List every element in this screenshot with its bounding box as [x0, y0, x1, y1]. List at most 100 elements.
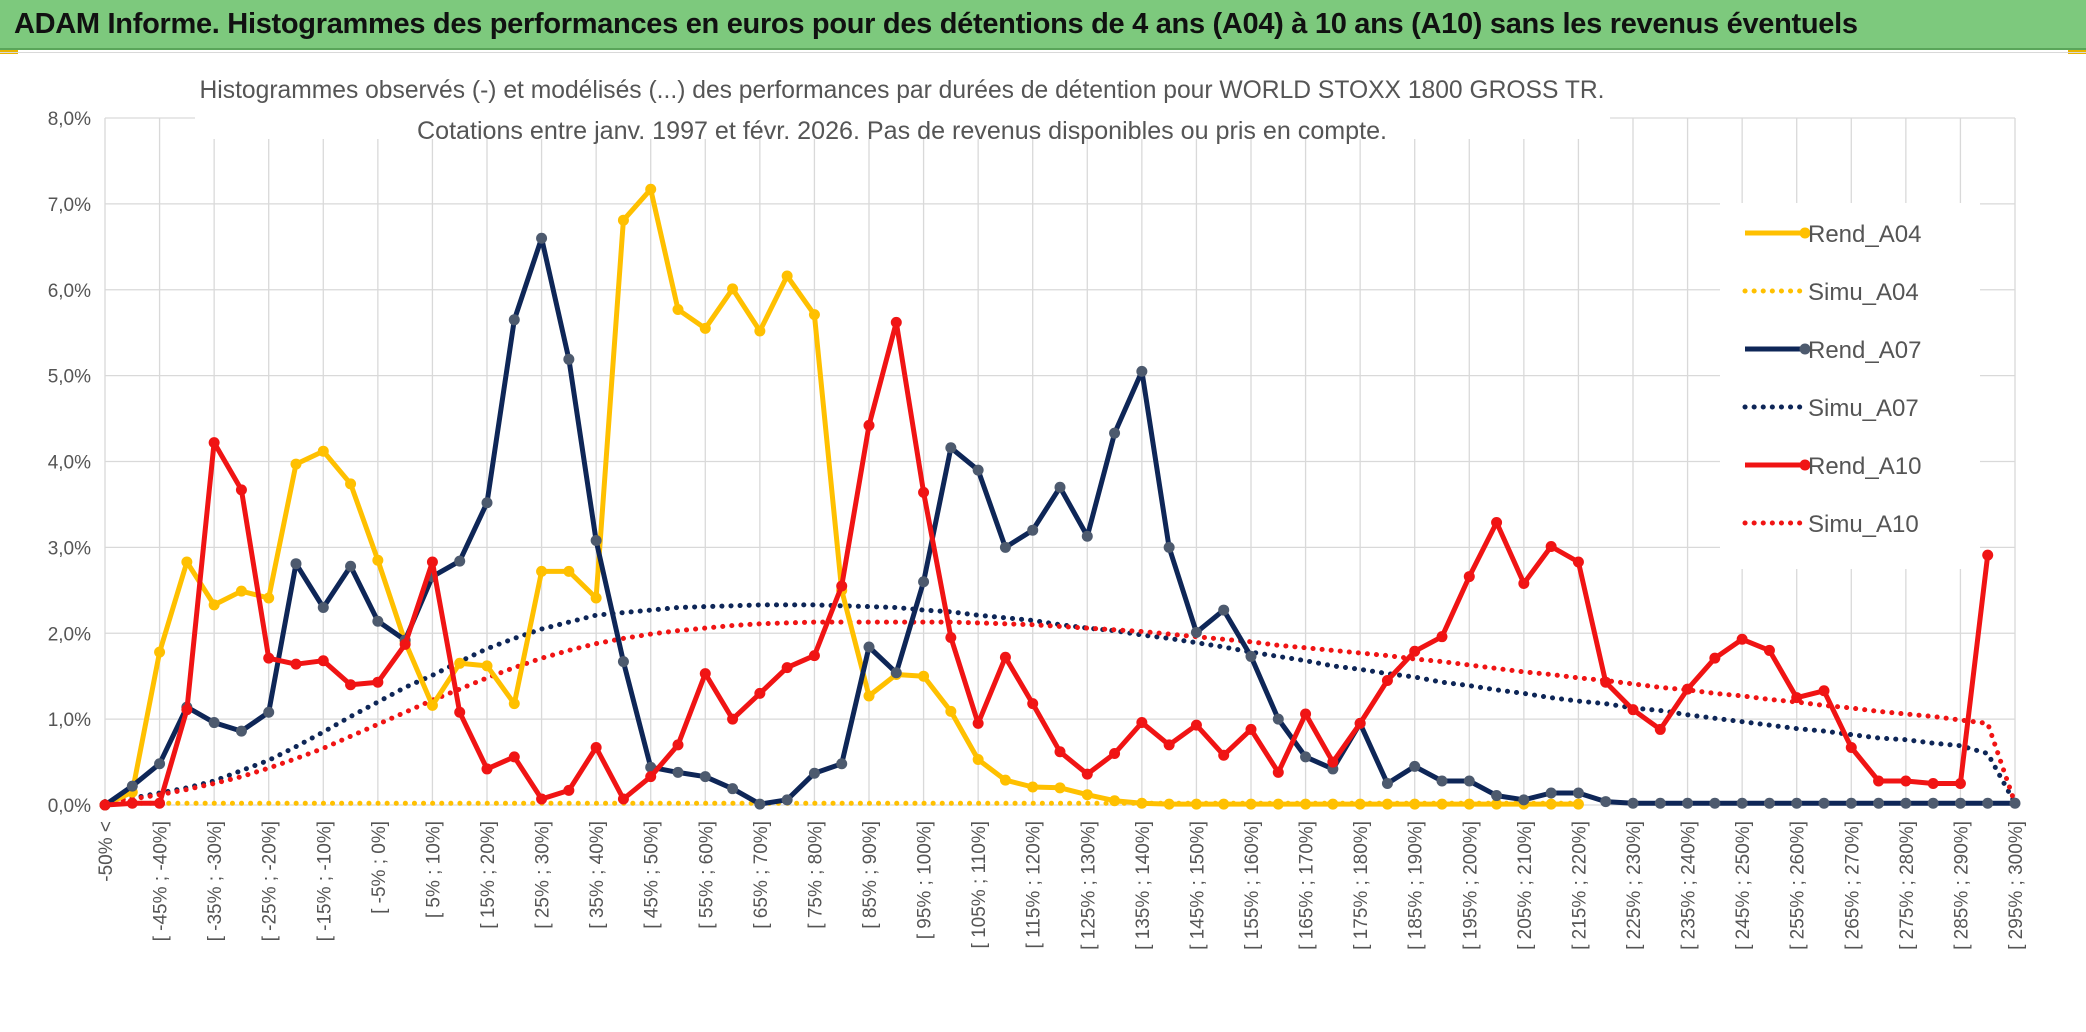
data-point-rend-a10	[345, 679, 357, 691]
data-point-rend-a10	[590, 741, 602, 753]
series-line-simu-a07	[102, 602, 2018, 806]
x-tick-label: [ -5% ; 0%]	[369, 821, 390, 914]
legend-label-rend-a10: Rend_A10	[1808, 453, 1921, 480]
data-point-rend-a07	[1791, 797, 1803, 809]
data-point-rend-a04	[1027, 781, 1039, 793]
legend-label-simu-a07: Simu_A07	[1808, 395, 1919, 422]
y-tick-label: 1,0%	[48, 710, 91, 731]
data-point-rend-a04	[536, 565, 548, 577]
y-tick-label: 5,0%	[48, 367, 91, 388]
x-tick-label: [ 115% ; 120%]	[1024, 821, 1045, 948]
x-tick-label: [ 135% ; 140%]	[1133, 821, 1154, 950]
y-tick-label: 3,0%	[48, 538, 91, 559]
data-point-rend-a07	[1027, 524, 1039, 536]
data-point-rend-a07	[808, 767, 820, 779]
data-point-rend-a07	[1709, 797, 1721, 809]
chart-area: 0,0% 1,0% 2,0% 3,0% 4,0% 5,0% 6,0% 7,0% 8,0% Hist…	[0, 52, 2086, 1032]
data-point-rend-a10	[1873, 775, 1885, 787]
data-point-rend-a07	[1190, 626, 1202, 638]
data-point-rend-a10	[317, 655, 329, 667]
data-point-rend-a04	[1409, 798, 1421, 810]
data-point-rend-a10	[781, 662, 793, 674]
data-point-rend-a04	[808, 309, 820, 321]
data-point-rend-a10	[126, 797, 138, 809]
x-tick-label: [ 145% ; 150%]	[1187, 821, 1208, 950]
data-point-rend-a10	[399, 638, 411, 650]
x-tick-label: [ 125% ; 130%]	[1078, 821, 1099, 950]
line-chart: 0,0% 1,0% 2,0% 3,0% 4,0% 5,0% 6,0% 7,0% 8,0% Hist…	[48, 61, 2027, 950]
data-point-rend-a04	[1545, 798, 1557, 810]
x-tick-label: [ 175% ; 180%]	[1351, 821, 1372, 950]
data-point-rend-a10	[645, 771, 657, 783]
data-point-rend-a07	[945, 442, 957, 454]
data-point-rend-a10	[1709, 652, 1721, 664]
data-point-rend-a10	[563, 784, 575, 796]
x-tick-label: [ 5% ; 10%]	[423, 821, 444, 918]
x-tick-label: [ 75% ; 80%]	[805, 821, 826, 929]
x-tick-label: [ 265% ; 270%]	[1842, 821, 1863, 950]
data-point-rend-a04	[481, 660, 493, 672]
data-point-rend-a07	[508, 314, 520, 326]
data-point-rend-a04	[1163, 798, 1175, 810]
data-point-rend-a07	[536, 232, 548, 244]
data-point-rend-a07	[1409, 760, 1421, 772]
legend-marker-rend-a10	[1799, 459, 1811, 471]
data-point-rend-a10	[1518, 577, 1530, 589]
data-point-rend-a07	[972, 464, 984, 476]
data-point-rend-a07	[1245, 650, 1257, 662]
data-point-rend-a04	[1109, 795, 1121, 807]
x-tick-label: [ 95% ; 100%]	[915, 821, 936, 939]
data-point-rend-a07	[1873, 797, 1885, 809]
data-point-rend-a07	[1982, 797, 1994, 809]
data-point-rend-a10	[808, 650, 820, 662]
data-point-rend-a10	[699, 668, 711, 680]
data-point-rend-a10	[1354, 717, 1366, 729]
data-point-rend-a07	[372, 615, 384, 627]
x-tick-label: [ 15% ; 20%]	[478, 821, 499, 929]
data-point-rend-a10	[454, 706, 466, 718]
data-point-rend-a04	[317, 445, 329, 457]
legend-label-rend-a07: Rend_A07	[1808, 337, 1921, 364]
data-point-rend-a04	[699, 322, 711, 334]
data-point-rend-a07	[781, 794, 793, 806]
data-point-rend-a10	[617, 793, 629, 805]
y-tick-label: 8,0%	[48, 109, 91, 130]
data-point-rend-a10	[1136, 717, 1148, 729]
data-point-rend-a10	[536, 793, 548, 805]
data-point-rend-a10	[1627, 704, 1639, 716]
data-point-rend-a07	[481, 497, 493, 509]
data-point-rend-a07	[1763, 797, 1775, 809]
data-point-rend-a10	[1436, 631, 1448, 643]
data-point-rend-a07	[1491, 790, 1503, 802]
data-point-rend-a10	[508, 751, 520, 763]
x-tick-label: [ 155% ; 160%]	[1242, 821, 1263, 950]
data-point-rend-a07	[699, 771, 711, 783]
data-point-rend-a07	[1627, 797, 1639, 809]
chart-subtitle: Cotations entre janv. 1997 et févr. 2026…	[417, 117, 1387, 145]
data-point-rend-a07	[890, 667, 902, 679]
x-tick-label: [ 205% ; 210%]	[1515, 821, 1536, 950]
data-point-rend-a10	[1245, 723, 1257, 735]
legend-label-simu-a10: Simu_A10	[1808, 511, 1919, 538]
data-point-rend-a10	[1572, 556, 1584, 568]
data-point-rend-a10	[890, 316, 902, 328]
x-tick-label: [ 275% ; 280%]	[1897, 821, 1918, 950]
data-point-rend-a10	[1463, 571, 1475, 583]
data-point-rend-a07	[208, 717, 220, 729]
data-point-rend-a04	[1491, 798, 1503, 810]
data-point-rend-a04	[727, 283, 739, 295]
data-point-rend-a07	[1218, 604, 1230, 616]
data-point-rend-a04	[454, 657, 466, 669]
data-point-rend-a04	[208, 599, 220, 611]
data-point-rend-a10	[1600, 676, 1612, 688]
data-point-rend-a10	[208, 437, 220, 449]
data-point-rend-a04	[754, 325, 766, 337]
x-tick-label: [ 235% ; 240%]	[1679, 821, 1700, 950]
data-point-rend-a04	[1300, 798, 1312, 810]
data-point-rend-a07	[1381, 778, 1393, 790]
data-point-rend-a10	[918, 486, 930, 498]
y-tick-label: 7,0%	[48, 195, 91, 216]
x-tick-label: -50% <	[96, 821, 117, 882]
data-point-rend-a04	[154, 646, 166, 658]
x-tick-label: [ -35% ; -30%]	[205, 821, 226, 941]
